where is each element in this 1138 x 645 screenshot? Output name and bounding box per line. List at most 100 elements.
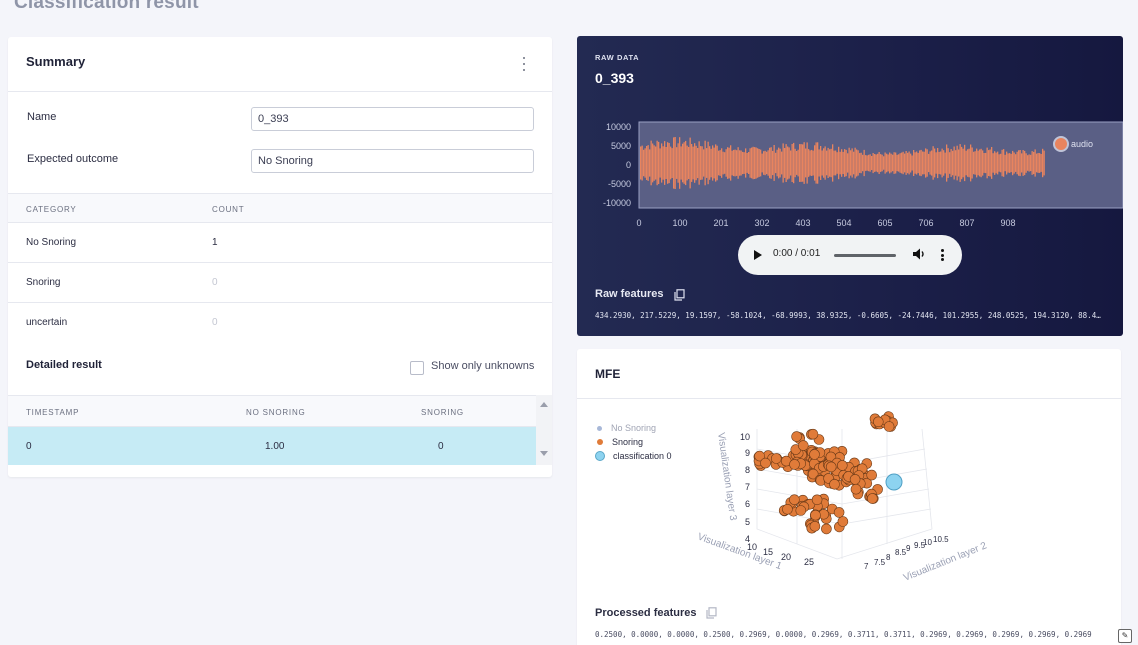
scatter-point — [850, 483, 862, 495]
waveform-bar — [844, 149, 846, 177]
play-icon[interactable] — [754, 250, 762, 260]
scatter-point — [782, 504, 793, 515]
waveform-bar — [742, 151, 744, 175]
scatter-point — [754, 450, 765, 462]
scatter-point — [807, 428, 819, 440]
sample-name: 0_393 — [595, 70, 634, 86]
y-tick-label: -10000 — [603, 198, 631, 208]
table-row[interactable]: 0 1.00 0 — [8, 427, 536, 465]
waveform-bar — [743, 152, 745, 174]
count-header: COUNT — [212, 205, 245, 214]
z-tick-label: 9 — [745, 448, 750, 458]
z-tick-label: 6 — [745, 499, 750, 509]
copy-icon[interactable] — [674, 289, 685, 301]
scatter-3d-plot[interactable]: 10 9 8 7 6 5 4 10 15 20 25 7 7.5 8 8.5 9… — [687, 409, 997, 594]
waveform-bar — [991, 147, 993, 179]
waveform-bar — [709, 146, 711, 180]
summary-header: Summary — [8, 37, 552, 92]
waveform-bar — [751, 147, 753, 179]
waveform-bar — [997, 151, 999, 175]
waveform-bar — [748, 152, 750, 174]
y-tick-label: 9 — [906, 544, 911, 553]
scatter-point — [873, 416, 884, 428]
waveform-bar — [692, 146, 694, 180]
waveform-bar — [871, 156, 873, 170]
waveform-bar — [722, 151, 724, 175]
waveform-bar — [689, 137, 691, 189]
waveform-bar — [764, 150, 766, 176]
waveform-bar — [794, 148, 796, 178]
raw-features-title: Raw features — [595, 288, 664, 300]
waveform-bar — [935, 152, 937, 174]
copy-icon[interactable] — [706, 607, 717, 619]
volume-icon[interactable] — [912, 247, 926, 261]
waveform-bar — [890, 153, 892, 173]
show-unknowns-label[interactable]: Show only unknowns — [431, 360, 535, 372]
scatter-point — [809, 449, 820, 460]
waveform-bar — [1040, 154, 1042, 172]
scatter-point — [760, 457, 771, 469]
x-tick-label: 403 — [795, 218, 810, 228]
classification-point[interactable] — [885, 473, 903, 491]
waveform-bar — [659, 148, 661, 178]
waveform-bar — [1043, 150, 1045, 176]
waveform-bar — [1013, 152, 1015, 174]
waveform-bar — [853, 151, 855, 175]
waveform-bar — [1025, 153, 1027, 173]
category-count: 0 — [212, 317, 218, 328]
scroll-up-icon[interactable] — [540, 402, 548, 407]
waveform-bar — [956, 145, 958, 181]
legend-item-classification[interactable]: classification 0 — [595, 449, 672, 463]
waveform-bar — [737, 147, 739, 179]
waveform-bar — [839, 151, 841, 175]
summary-menu-icon[interactable] — [522, 57, 526, 71]
waveform-bar — [682, 143, 684, 183]
name-row: Name — [8, 105, 552, 135]
scatter-point — [809, 521, 821, 532]
waveform-bar — [643, 149, 645, 177]
waveform-bar — [721, 148, 723, 178]
waveform-bar — [848, 147, 850, 179]
feedback-icon[interactable]: ✎ — [1118, 629, 1132, 643]
no-snoring-cell: 1.00 — [265, 441, 285, 452]
waveform-bar — [874, 154, 876, 172]
waveform-bar — [827, 147, 829, 178]
show-unknowns-checkbox[interactable] — [410, 361, 424, 375]
waveform-bar — [755, 147, 757, 179]
waveform-bar — [656, 140, 658, 186]
player-more-icon[interactable] — [941, 249, 944, 261]
legend-item-no-snoring[interactable]: No Snoring — [595, 421, 672, 435]
seek-bar[interactable] — [834, 254, 896, 257]
waveform-bar — [683, 142, 685, 184]
waveform-bar — [926, 149, 928, 177]
table-scrollbar[interactable] — [536, 395, 552, 465]
waveform-bar — [1021, 153, 1023, 173]
waveform-bar — [820, 146, 822, 180]
table-row: uncertain 0 — [8, 303, 552, 343]
scatter-point — [810, 509, 821, 521]
waveform-bar — [686, 145, 688, 181]
waveform-bar — [899, 153, 901, 173]
scatter-point — [883, 421, 895, 432]
legend-item-snoring[interactable]: Snoring — [595, 435, 672, 449]
waveform-bar — [862, 154, 864, 172]
waveform-bar — [1019, 150, 1021, 177]
waveform-bar — [760, 149, 762, 177]
z-tick-label: 8 — [745, 465, 750, 475]
z-tick-label: 4 — [745, 534, 750, 544]
expected-outcome-input[interactable] — [251, 149, 534, 173]
waveform-bar — [892, 154, 894, 172]
name-input[interactable] — [251, 107, 534, 131]
legend-marker — [595, 451, 605, 461]
waveform-bar — [668, 143, 670, 184]
waveform-bar — [971, 147, 973, 179]
waveform-bar — [982, 150, 984, 176]
raw-features-values: 434.2930, 217.5229, 19.1597, -58.1024, -… — [595, 311, 1105, 320]
waveform-bar — [784, 148, 786, 178]
waveform-bar — [920, 149, 922, 177]
scroll-down-icon[interactable] — [540, 451, 548, 456]
legend-marker — [597, 425, 602, 431]
waveform-bar — [974, 151, 976, 175]
waveform-bar — [809, 150, 811, 176]
waveform-bar — [815, 142, 817, 184]
